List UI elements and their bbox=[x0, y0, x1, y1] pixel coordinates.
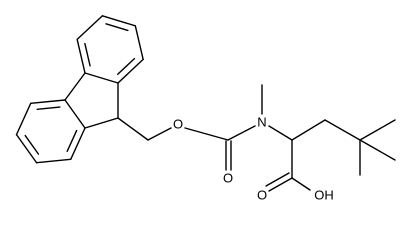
ring-bond bbox=[15, 102, 32, 136]
ring-bond bbox=[84, 42, 91, 67]
ring-bond bbox=[70, 127, 86, 161]
bond bbox=[324, 119, 361, 141]
ring-bond bbox=[64, 72, 86, 101]
ring-bond bbox=[84, 72, 119, 84]
atom-label: O bbox=[173, 117, 183, 132]
bond bbox=[359, 119, 396, 141]
ring-bond bbox=[30, 99, 66, 105]
ring-bond bbox=[64, 99, 86, 129]
ring-bond bbox=[66, 129, 78, 153]
ring-bond bbox=[24, 134, 40, 155]
atom-label: OH bbox=[314, 188, 334, 203]
atom-label: O bbox=[223, 171, 233, 186]
ring-bond bbox=[76, 38, 86, 74]
ring-bond bbox=[117, 57, 136, 75]
ring-bond bbox=[35, 158, 72, 164]
ring-bond bbox=[15, 133, 38, 164]
ring-bond bbox=[84, 82, 119, 129]
ring-bond bbox=[101, 15, 137, 27]
bond bbox=[184, 127, 229, 141]
ring-bond bbox=[105, 23, 129, 32]
bond bbox=[291, 119, 326, 141]
ring-bond bbox=[117, 58, 144, 84]
ring-bond bbox=[76, 15, 104, 41]
bond bbox=[268, 177, 293, 192]
bond bbox=[359, 139, 396, 161]
bond bbox=[117, 117, 149, 141]
bond bbox=[227, 125, 256, 141]
bond bbox=[147, 127, 172, 141]
page: O O N O OH (() => { const data = JSON.pa… bbox=[15, 15, 396, 203]
bond bbox=[265, 172, 290, 187]
ring-bond bbox=[134, 25, 144, 61]
structure-diagram: O O N O OH bbox=[15, 15, 396, 203]
bond bbox=[291, 177, 311, 191]
atom-label: N bbox=[257, 115, 266, 130]
bond bbox=[268, 125, 293, 141]
ring-bond bbox=[36, 106, 61, 110]
atom-label: O bbox=[257, 188, 267, 203]
